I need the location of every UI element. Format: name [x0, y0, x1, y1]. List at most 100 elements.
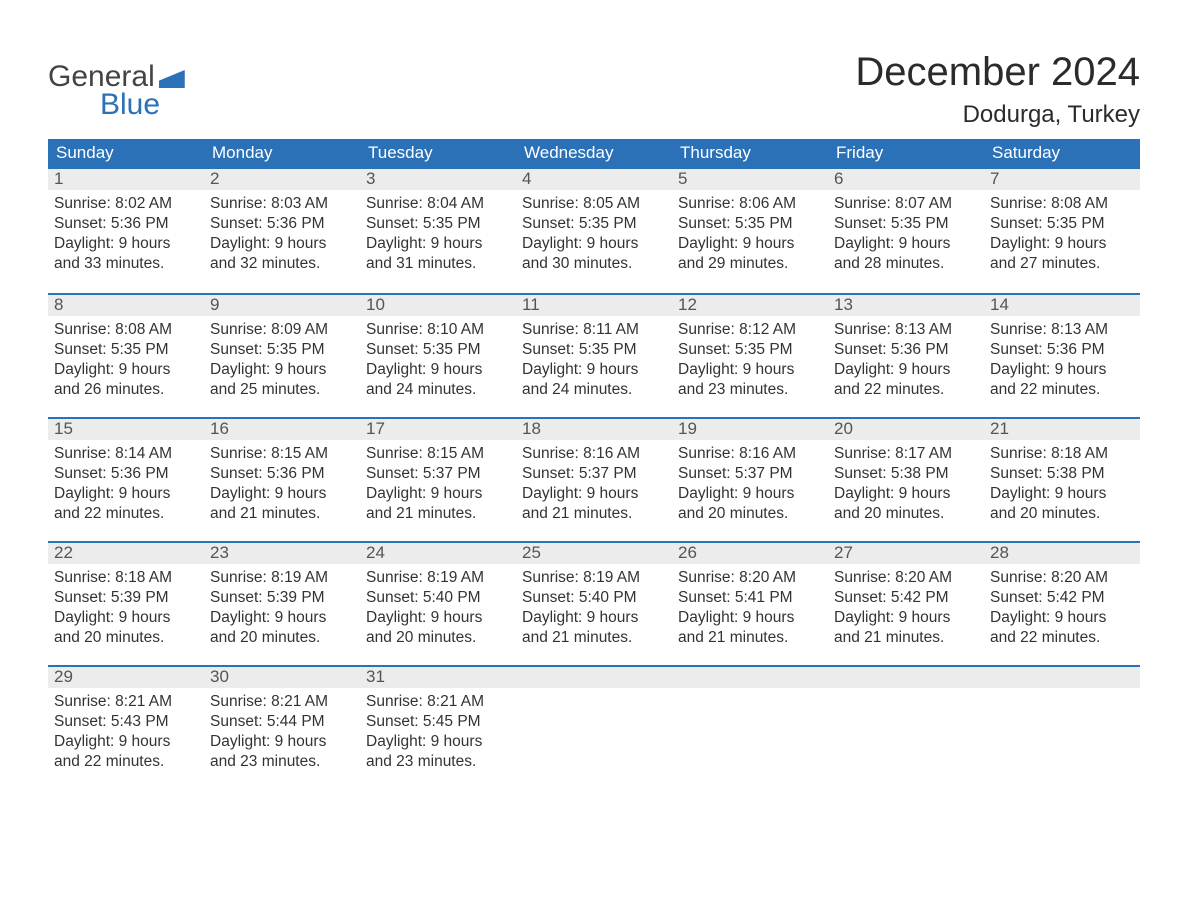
- day-cell: 29Sunrise: 8:21 AMSunset: 5:43 PMDayligh…: [48, 667, 204, 789]
- sunset-line: Sunset: 5:35 PM: [678, 214, 822, 234]
- day-body: Sunrise: 8:19 AMSunset: 5:40 PMDaylight:…: [516, 564, 672, 654]
- day-number: 6: [828, 169, 984, 190]
- daylight-line-2: and 25 minutes.: [210, 380, 354, 400]
- day-cell: 24Sunrise: 8:19 AMSunset: 5:40 PMDayligh…: [360, 543, 516, 665]
- daylight-hours: 9 hours: [275, 361, 327, 378]
- day-number: 14: [984, 295, 1140, 316]
- sunset-line: Sunset: 5:35 PM: [366, 340, 510, 360]
- sunset-value: 5:37 PM: [579, 465, 637, 482]
- day-number: .: [828, 667, 984, 688]
- daylight-hours: 9 hours: [587, 235, 639, 252]
- sunset-value: 5:35 PM: [267, 341, 325, 358]
- sunset-value: 5:35 PM: [1047, 215, 1105, 232]
- day-number: 26: [672, 543, 828, 564]
- day-cell: 12Sunrise: 8:12 AMSunset: 5:35 PMDayligh…: [672, 295, 828, 417]
- sunset-value: 5:38 PM: [1047, 465, 1105, 482]
- calendar-grid: Sunday Monday Tuesday Wednesday Thursday…: [48, 139, 1140, 789]
- day-cell: 2Sunrise: 8:03 AMSunset: 5:36 PMDaylight…: [204, 169, 360, 293]
- brand-word-2: Blue: [100, 88, 185, 122]
- daylight-hours: 9 hours: [119, 235, 171, 252]
- daylight-line-2: and 22 minutes.: [834, 380, 978, 400]
- daylight-hours: 9 hours: [899, 485, 951, 502]
- daylight-line-2: and 23 minutes.: [366, 752, 510, 772]
- sunrise-line: Sunrise: 8:09 AM: [210, 320, 354, 340]
- daylight-line-1: Daylight: 9 hours: [366, 732, 510, 752]
- daylight-hours: 9 hours: [1055, 609, 1107, 626]
- day-number: 18: [516, 419, 672, 440]
- sunrise-line: Sunrise: 8:18 AM: [54, 568, 198, 588]
- sunset-value: 5:43 PM: [111, 713, 169, 730]
- day-number: .: [516, 667, 672, 688]
- day-cell: 1Sunrise: 8:02 AMSunset: 5:36 PMDaylight…: [48, 169, 204, 293]
- day-cell: 9Sunrise: 8:09 AMSunset: 5:35 PMDaylight…: [204, 295, 360, 417]
- sunrise-value: 8:15 AM: [271, 445, 328, 462]
- daylight-line-2: and 22 minutes.: [54, 504, 198, 524]
- day-body: Sunrise: 8:04 AMSunset: 5:35 PMDaylight:…: [360, 190, 516, 280]
- title-block: December 2024 Dodurga, Turkey: [855, 50, 1140, 129]
- sunset-value: 5:37 PM: [423, 465, 481, 482]
- daylight-hours: 9 hours: [431, 235, 483, 252]
- sunset-line: Sunset: 5:42 PM: [990, 588, 1134, 608]
- daylight-line-1: Daylight: 9 hours: [366, 608, 510, 628]
- sunset-value: 5:36 PM: [111, 215, 169, 232]
- daylight-hours: 9 hours: [1055, 235, 1107, 252]
- daylight-line-2: and 31 minutes.: [366, 254, 510, 274]
- sunrise-value: 8:12 AM: [739, 321, 796, 338]
- sunset-value: 5:37 PM: [735, 465, 793, 482]
- sunset-line: Sunset: 5:35 PM: [210, 340, 354, 360]
- sunset-value: 5:40 PM: [579, 589, 637, 606]
- day-number: 11: [516, 295, 672, 316]
- sunset-line: Sunset: 5:44 PM: [210, 712, 354, 732]
- day-number: 16: [204, 419, 360, 440]
- day-cell: 15Sunrise: 8:14 AMSunset: 5:36 PMDayligh…: [48, 419, 204, 541]
- brand-flag-icon: [159, 70, 185, 88]
- sunset-value: 5:35 PM: [579, 215, 637, 232]
- daylight-line-2: and 22 minutes.: [990, 380, 1134, 400]
- daylight-line-2: and 23 minutes.: [678, 380, 822, 400]
- sunrise-value: 8:14 AM: [115, 445, 172, 462]
- day-number: 24: [360, 543, 516, 564]
- weeks-container: 1Sunrise: 8:02 AMSunset: 5:36 PMDaylight…: [48, 169, 1140, 789]
- daylight-line-1: Daylight: 9 hours: [522, 608, 666, 628]
- day-cell: 26Sunrise: 8:20 AMSunset: 5:41 PMDayligh…: [672, 543, 828, 665]
- sunset-value: 5:35 PM: [423, 341, 481, 358]
- sunrise-value: 8:16 AM: [583, 445, 640, 462]
- sunrise-value: 8:02 AM: [115, 195, 172, 212]
- day-body: Sunrise: 8:21 AMSunset: 5:45 PMDaylight:…: [360, 688, 516, 778]
- sunrise-value: 8:03 AM: [271, 195, 328, 212]
- day-number: 19: [672, 419, 828, 440]
- sunset-value: 5:42 PM: [1047, 589, 1105, 606]
- daylight-line-1: Daylight: 9 hours: [54, 360, 198, 380]
- daylight-line-2: and 21 minutes.: [366, 504, 510, 524]
- daylight-line-1: Daylight: 9 hours: [54, 484, 198, 504]
- sunrise-line: Sunrise: 8:15 AM: [210, 444, 354, 464]
- sunrise-value: 8:07 AM: [895, 195, 952, 212]
- sunset-value: 5:36 PM: [267, 215, 325, 232]
- day-cell: 31Sunrise: 8:21 AMSunset: 5:45 PMDayligh…: [360, 667, 516, 789]
- day-body: Sunrise: 8:16 AMSunset: 5:37 PMDaylight:…: [516, 440, 672, 530]
- week-row: 22Sunrise: 8:18 AMSunset: 5:39 PMDayligh…: [48, 541, 1140, 665]
- day-number: 10: [360, 295, 516, 316]
- daylight-line-2: and 22 minutes.: [54, 752, 198, 772]
- sunset-value: 5:35 PM: [423, 215, 481, 232]
- daylight-line-1: Daylight: 9 hours: [678, 608, 822, 628]
- sunrise-value: 8:21 AM: [271, 693, 328, 710]
- daylight-line-1: Daylight: 9 hours: [834, 234, 978, 254]
- sunset-line: Sunset: 5:37 PM: [522, 464, 666, 484]
- day-number: 9: [204, 295, 360, 316]
- sunset-line: Sunset: 5:36 PM: [990, 340, 1134, 360]
- sunset-line: Sunset: 5:42 PM: [834, 588, 978, 608]
- sunset-line: Sunset: 5:36 PM: [54, 214, 198, 234]
- sunset-value: 5:38 PM: [891, 465, 949, 482]
- day-number: 31: [360, 667, 516, 688]
- day-body: Sunrise: 8:18 AMSunset: 5:39 PMDaylight:…: [48, 564, 204, 654]
- sunrise-value: 8:09 AM: [271, 321, 328, 338]
- day-number: .: [672, 667, 828, 688]
- day-cell: 11Sunrise: 8:11 AMSunset: 5:35 PMDayligh…: [516, 295, 672, 417]
- sunrise-line: Sunrise: 8:19 AM: [210, 568, 354, 588]
- sunset-value: 5:36 PM: [267, 465, 325, 482]
- daylight-hours: 9 hours: [275, 609, 327, 626]
- sunrise-line: Sunrise: 8:21 AM: [210, 692, 354, 712]
- daylight-hours: 9 hours: [119, 609, 171, 626]
- day-body: Sunrise: 8:08 AMSunset: 5:35 PMDaylight:…: [984, 190, 1140, 280]
